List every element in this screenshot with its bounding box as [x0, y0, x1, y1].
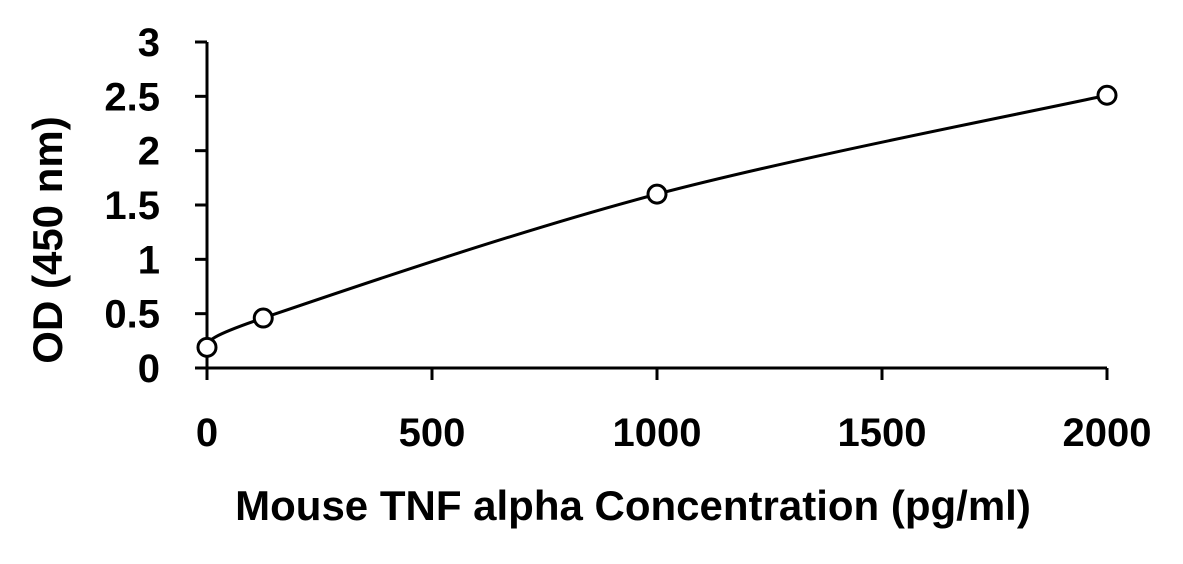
axes: [195, 42, 1107, 380]
y-tick-label: 1.5: [104, 184, 160, 228]
data-point: [252, 307, 274, 329]
x-tick-label: 1500: [838, 411, 927, 455]
y-tick-label: 1: [138, 238, 160, 282]
data-point-group: [196, 84, 1118, 358]
data-point: [1096, 84, 1118, 106]
y-tick-group: 0 0.5 1 1.5 2 2.5 3: [104, 21, 207, 391]
x-tick-label: 2000: [1063, 411, 1152, 455]
fit-curve-line: [206, 93, 1108, 349]
data-point: [196, 336, 218, 358]
x-tick-group: 0 500 1000 1500 2000: [196, 368, 1152, 455]
y-tick-label: 0.5: [104, 293, 160, 337]
y-tick-label: 2.5: [104, 75, 160, 119]
y-tick-label: 3: [138, 21, 160, 65]
x-axis-title: Mouse TNF alpha Concentration (pg/ml): [235, 482, 1031, 529]
x-tick-label: 500: [399, 411, 466, 455]
x-tick-label: 0: [196, 411, 218, 455]
y-tick-label: 2: [138, 130, 160, 174]
data-point: [646, 183, 668, 205]
x-tick-label: 1000: [613, 411, 702, 455]
y-axis-title: OD (450 nm): [24, 116, 71, 363]
y-tick-label: 0: [138, 347, 160, 391]
